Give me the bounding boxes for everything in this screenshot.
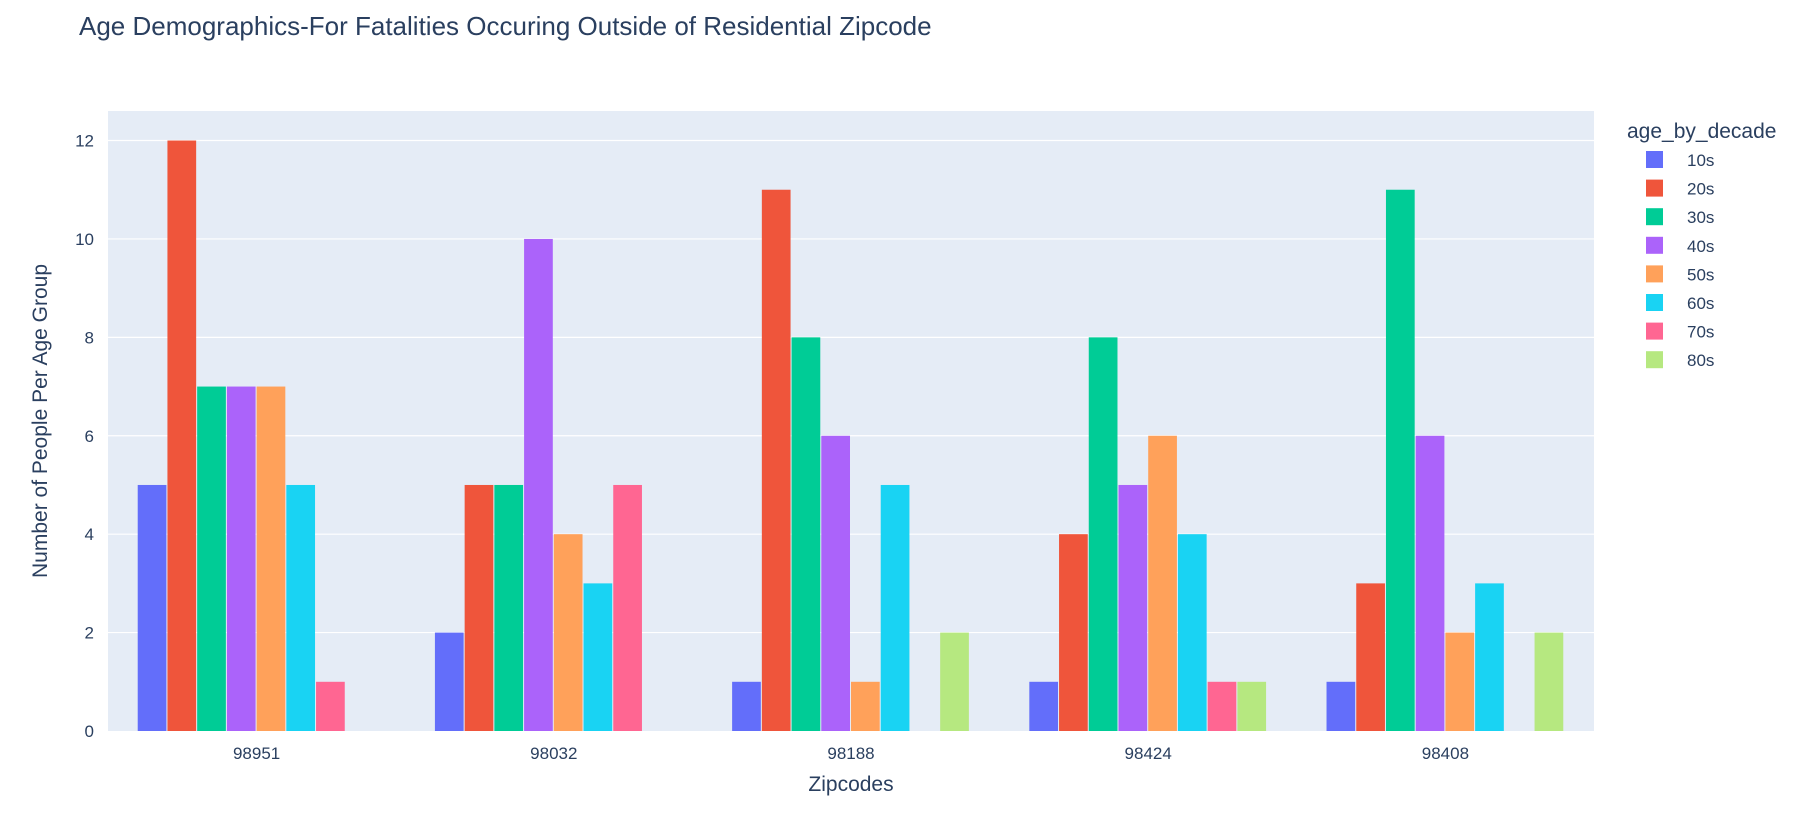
bar-80s-98408[interactable] — [1534, 632, 1564, 731]
legend-item-30s[interactable]: 30s — [1646, 208, 1714, 227]
bar-40s-98951[interactable] — [226, 386, 256, 731]
legend-label: 50s — [1687, 265, 1714, 284]
bar-10s-98188[interactable] — [732, 681, 761, 731]
y-axis-ticks: 0 2 4 6 8 10 12 — [75, 132, 94, 741]
y-tick-label: 2 — [85, 624, 94, 643]
bar-10s-98032[interactable] — [434, 632, 464, 731]
x-tick-label: 98408 — [1422, 744, 1469, 763]
bar-50s-98408[interactable] — [1445, 632, 1475, 731]
legend-title: age_by_decade — [1627, 120, 1776, 143]
bar-20s-98424[interactable] — [1059, 534, 1088, 731]
y-tick-label: 10 — [75, 230, 94, 249]
x-axis-title: Zipcodes — [808, 773, 893, 796]
legend-label: 20s — [1687, 180, 1714, 199]
bar-50s-98424[interactable] — [1148, 435, 1177, 731]
y-tick-label: 0 — [85, 722, 94, 741]
bar-60s-98032[interactable] — [583, 583, 613, 731]
legend[interactable]: age_by_decade 10s 20s 30s 40s 50s 60s 70s 80s — [1627, 120, 1776, 370]
bars — [137, 140, 1564, 731]
bar-60s-98424[interactable] — [1177, 534, 1207, 731]
legend-label: 30s — [1687, 208, 1714, 227]
x-tick-label: 98188 — [827, 744, 874, 763]
bar-20s-98188[interactable] — [761, 189, 791, 731]
bar-50s-98032[interactable] — [553, 534, 583, 731]
gridlines — [108, 139, 1594, 634]
x-tick-label: 98032 — [530, 744, 577, 763]
legend-label: 40s — [1687, 237, 1714, 256]
legend-label: 80s — [1687, 351, 1714, 370]
bar-10s-98424[interactable] — [1029, 681, 1059, 731]
plot-area — [108, 111, 1594, 731]
bar-40s-98032[interactable] — [524, 238, 553, 731]
legend-swatch — [1646, 351, 1663, 369]
y-axis-title: Number of People Per Age Group — [29, 264, 52, 578]
x-axis-ticks: 98951 98032 98188 98424 98408 — [233, 744, 1469, 763]
bar-60s-98951[interactable] — [286, 484, 316, 731]
bar-60s-98408[interactable] — [1475, 583, 1504, 731]
bar-50s-98951[interactable] — [256, 386, 286, 731]
legend-label: 60s — [1687, 294, 1714, 313]
bar-10s-98951[interactable] — [137, 484, 167, 731]
legend-swatch — [1646, 265, 1663, 283]
bar-20s-98032[interactable] — [464, 484, 494, 731]
legend-swatch — [1646, 179, 1663, 197]
legend-swatch — [1646, 236, 1663, 254]
bar-50s-98188[interactable] — [851, 681, 880, 731]
bar-20s-98951[interactable] — [167, 140, 197, 731]
y-tick-label: 6 — [85, 427, 94, 446]
bar-40s-98188[interactable] — [821, 435, 850, 731]
legend-swatch — [1646, 294, 1663, 311]
bar-80s-98188[interactable] — [940, 632, 969, 731]
y-tick-label: 4 — [85, 525, 94, 544]
legend-label: 70s — [1687, 323, 1714, 342]
bar-10s-98408[interactable] — [1326, 681, 1356, 731]
bar-30s-98424[interactable] — [1088, 337, 1118, 731]
legend-item-70s[interactable]: 70s — [1646, 322, 1714, 342]
legend-label: 10s — [1687, 151, 1714, 170]
legend-item-60s[interactable]: 60s — [1646, 294, 1714, 313]
bar-30s-98951[interactable] — [197, 386, 226, 731]
legend-swatch — [1646, 322, 1663, 340]
legend-item-50s[interactable]: 50s — [1646, 265, 1714, 284]
legend-item-40s[interactable]: 40s — [1646, 236, 1714, 256]
bar-30s-98408[interactable] — [1385, 189, 1415, 731]
bar-40s-98408[interactable] — [1415, 435, 1445, 731]
bar-70s-98424[interactable] — [1207, 681, 1237, 731]
bar-60s-98188[interactable] — [880, 484, 910, 731]
bar-30s-98188[interactable] — [791, 337, 821, 731]
legend-item-10s[interactable]: 10s — [1646, 151, 1714, 170]
bar-70s-98951[interactable] — [316, 681, 345, 731]
bar-20s-98408[interactable] — [1356, 583, 1385, 731]
bar-30s-98032[interactable] — [494, 484, 524, 731]
bar-40s-98424[interactable] — [1118, 484, 1148, 731]
bar-80s-98424[interactable] — [1237, 681, 1267, 731]
x-tick-label: 98951 — [233, 744, 280, 763]
legend-swatch — [1646, 151, 1663, 168]
bar-70s-98032[interactable] — [613, 484, 642, 731]
x-tick-label: 98424 — [1125, 744, 1172, 763]
chart-title: Age Demographics-For Fatalities Occuring… — [79, 11, 932, 41]
y-tick-label: 12 — [75, 132, 94, 151]
legend-swatch — [1646, 208, 1663, 226]
legend-item-20s[interactable]: 20s — [1646, 179, 1714, 199]
y-tick-label: 8 — [85, 328, 94, 347]
legend-item-80s[interactable]: 80s — [1646, 351, 1714, 370]
